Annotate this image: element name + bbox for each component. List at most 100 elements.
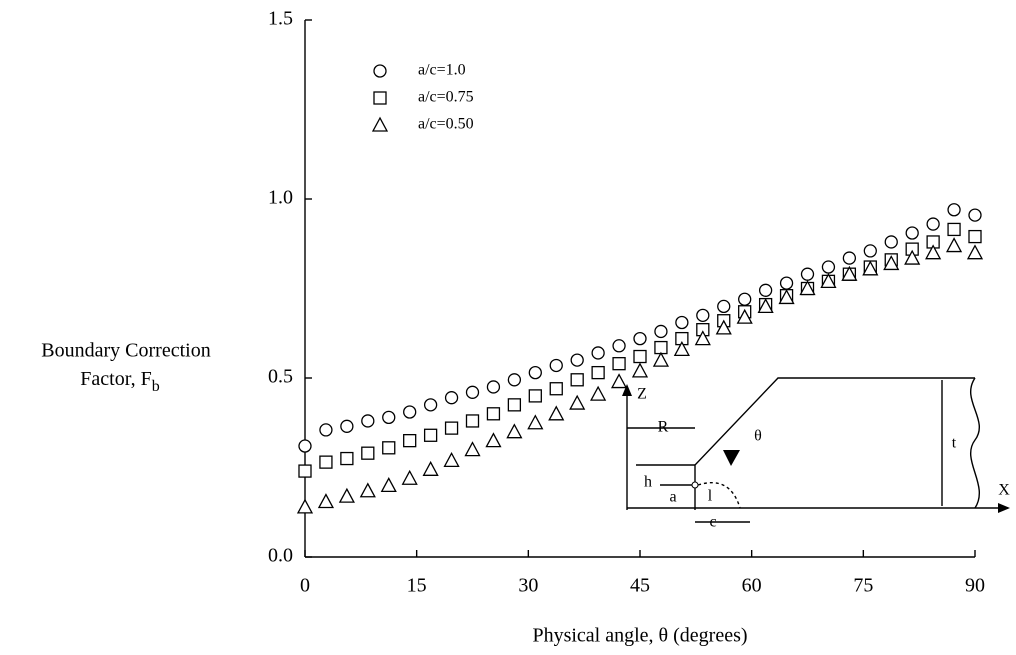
marker-square — [423, 428, 438, 442]
legend-label: a/c=1.0 — [418, 62, 466, 79]
inset-label: R — [658, 419, 669, 436]
inset-label: h — [644, 474, 652, 491]
marker-triangle — [317, 493, 335, 509]
marker-circle — [465, 385, 480, 399]
marker-circle — [549, 358, 563, 373]
marker-circle — [654, 324, 668, 339]
inset-label: l — [708, 488, 713, 505]
x-tick-label: 0 — [300, 575, 310, 597]
marker-triangle — [569, 394, 586, 410]
marker-circle — [675, 315, 689, 330]
inset-label: c — [709, 514, 716, 531]
marker-triangle — [799, 280, 816, 296]
marker-triangle — [506, 423, 523, 439]
inset-label: X — [998, 482, 1010, 499]
marker-triangle — [966, 244, 984, 260]
marker-circle — [758, 283, 773, 297]
marker-circle — [633, 331, 647, 346]
inset-label: Z — [637, 386, 647, 403]
marker-circle — [319, 423, 333, 437]
marker-triangle — [778, 289, 795, 305]
marker-triangle — [485, 432, 502, 448]
marker-circle — [570, 353, 584, 367]
marker-triangle — [694, 330, 711, 346]
x-tick-label: 90 — [965, 575, 985, 597]
y-tick-label: 1.0 — [268, 187, 293, 209]
marker-triangle — [590, 385, 607, 401]
marker-triangle — [527, 414, 544, 430]
marker-square — [947, 222, 961, 237]
marker-square — [570, 373, 584, 387]
marker-triangle — [422, 460, 439, 476]
marker-circle — [696, 308, 710, 323]
marker-square — [340, 451, 354, 466]
marker-circle — [738, 292, 752, 306]
marker-circle — [340, 419, 354, 433]
marker-circle — [298, 439, 312, 453]
x-tick-label: 60 — [742, 575, 762, 597]
marker-square — [549, 382, 563, 396]
y-axis-label-subscript: b — [152, 378, 160, 395]
marker-circle — [361, 414, 375, 428]
marker-triangle — [610, 373, 628, 389]
marker-triangle — [945, 237, 963, 253]
marker-triangle — [548, 405, 565, 421]
marker-circle — [591, 346, 605, 360]
marker-triangle — [904, 249, 921, 265]
marker-triangle — [862, 260, 879, 276]
marker-square — [528, 389, 542, 403]
marker-circle — [423, 398, 438, 412]
y-axis-label-main: Factor, F — [80, 368, 151, 390]
inset-label: a — [669, 489, 676, 506]
marker-circle — [947, 203, 961, 217]
marker-square — [968, 229, 982, 244]
marker-triangle — [841, 265, 858, 281]
marker-square — [319, 455, 333, 469]
marker-square — [361, 446, 375, 460]
x-tick-label: 45 — [630, 575, 650, 597]
marker-circle — [905, 226, 919, 240]
marker-circle — [403, 405, 417, 419]
y-tick-label: 0.5 — [268, 366, 293, 388]
specimen-outline — [694, 377, 975, 510]
marker-circle — [528, 365, 542, 380]
crack-front — [697, 481, 741, 509]
marker-circle — [800, 267, 815, 281]
marker-triangle — [464, 441, 481, 457]
y-tick-label: 0.0 — [268, 545, 293, 567]
marker-square — [382, 441, 396, 455]
marker-square — [444, 421, 459, 435]
marker-triangle — [338, 487, 355, 503]
legend-label: a/c=0.75 — [418, 89, 474, 106]
marker-circle — [884, 235, 898, 249]
marker-circle — [842, 251, 857, 265]
x-tick-label: 15 — [407, 575, 427, 597]
marker-circle — [863, 244, 877, 258]
marker-square — [373, 91, 387, 105]
marker-square — [633, 349, 647, 364]
marker-triangle — [401, 469, 418, 485]
marker-square — [486, 407, 501, 421]
marker-circle — [821, 260, 836, 274]
marker-circle — [382, 410, 396, 425]
marker-circle — [926, 217, 940, 231]
legend-label: a/c=0.50 — [418, 116, 474, 133]
marker-triangle — [715, 319, 732, 335]
marker-triangle — [883, 255, 900, 271]
y-tick-label: 1.5 — [268, 8, 293, 30]
inset-label: t — [952, 435, 957, 452]
marker-triangle — [820, 272, 837, 288]
arrow — [998, 503, 1010, 513]
marker-triangle — [631, 362, 649, 378]
marker-square — [298, 464, 312, 478]
marker-circle — [717, 299, 731, 314]
crack-tip — [691, 481, 699, 489]
marker-triangle — [359, 482, 376, 498]
y-axis-label: Boundary Correction — [41, 340, 210, 362]
marker-triangle — [925, 244, 942, 260]
break-line — [969, 377, 981, 509]
marker-square — [465, 414, 480, 428]
x-tick-label: 30 — [518, 575, 538, 597]
inset-label: θ — [754, 428, 762, 445]
